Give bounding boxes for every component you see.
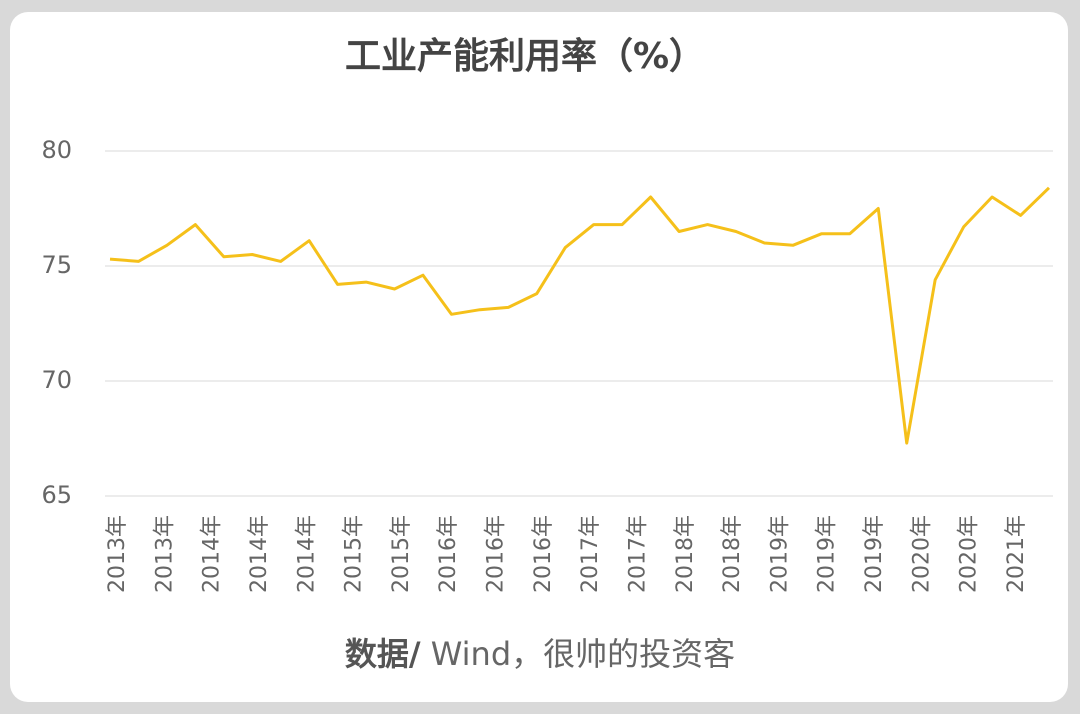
y-tick-label: 75 xyxy=(41,251,72,279)
y-tick-label: 80 xyxy=(41,136,72,164)
x-tick-label: 2015年 xyxy=(389,515,414,593)
x-tick-label: 2020年 xyxy=(957,515,982,593)
source: 数据/ Wind，很帅的投资客 xyxy=(345,635,735,673)
x-tick-label: 2018年 xyxy=(673,515,698,593)
x-tick-label: 2020年 xyxy=(909,515,934,593)
x-tick-label: 2021年 xyxy=(1004,515,1029,593)
x-tick-label: 2016年 xyxy=(484,515,509,593)
source-text: Wind，很帅的投资客 xyxy=(421,635,736,673)
x-tick-label: 2016年 xyxy=(531,515,556,593)
x-tick-label: 2016年 xyxy=(436,515,461,593)
source-prefix: 数据/ xyxy=(345,635,421,673)
x-tick-label: 2019年 xyxy=(767,515,792,593)
x-tick-label: 2014年 xyxy=(247,515,272,593)
chart-title: 工业产能利用率（%） xyxy=(345,36,705,77)
x-tick-label: 2014年 xyxy=(294,515,319,593)
y-tick-label: 65 xyxy=(41,481,72,509)
x-tick-label: 2018年 xyxy=(720,515,745,593)
card xyxy=(10,12,1068,702)
x-tick-label: 2019年 xyxy=(862,515,887,593)
x-tick-label: 2015年 xyxy=(342,515,367,593)
x-tick-label: 2019年 xyxy=(815,515,840,593)
x-tick-label: 2017年 xyxy=(625,515,650,593)
x-tick-label: 2014年 xyxy=(200,515,225,593)
line-series xyxy=(109,186,1051,445)
y-tick-label: 70 xyxy=(41,366,72,394)
x-tick-label: 2013年 xyxy=(105,515,130,593)
x-tick-label: 2013年 xyxy=(152,515,177,593)
x-tick-label: 2017年 xyxy=(578,515,603,593)
